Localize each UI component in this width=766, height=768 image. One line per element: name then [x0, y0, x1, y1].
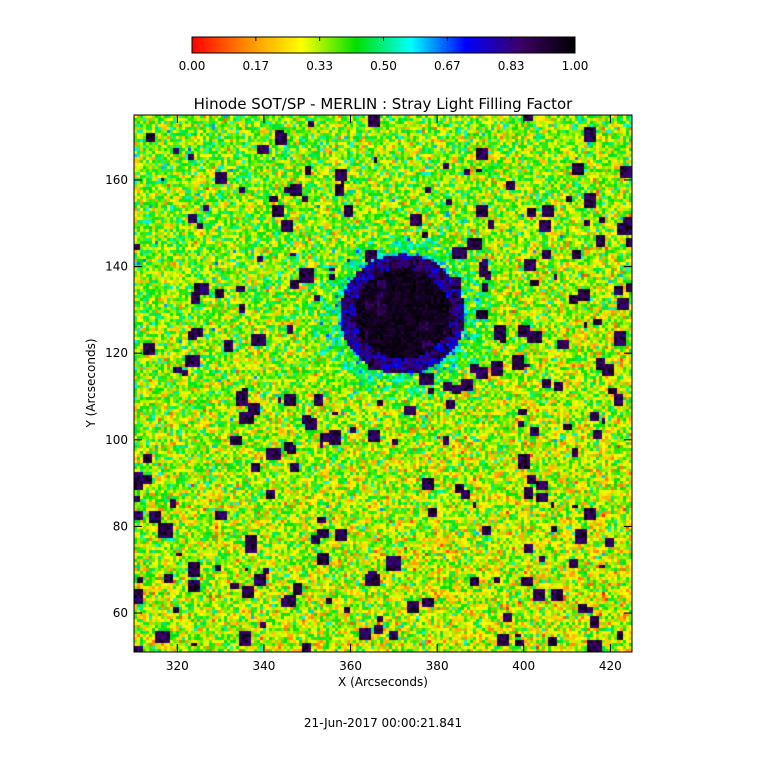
x-tick-label: 340	[252, 659, 275, 673]
timestamp-footer: 21-Jun-2017 00:00:21.841	[304, 716, 462, 730]
y-axis-title: Y (Arcseconds)	[84, 338, 98, 428]
y-tick-label: 80	[113, 519, 128, 533]
colorbar-tick-label: 0.83	[498, 59, 525, 73]
x-tick-label: 380	[426, 659, 449, 673]
y-tick-label: 140	[105, 260, 128, 274]
x-axis-title: X (Arcseconds)	[338, 675, 428, 689]
y-axis: 60 80 100 120 140 160	[105, 173, 632, 620]
x-axis: 320 340 360 380 400 420	[166, 115, 622, 673]
y-tick-label: 160	[105, 173, 128, 187]
plot-frame	[133, 114, 633, 653]
colorbar-tick-label: 0.33	[306, 59, 333, 73]
colorbar-tick-label: 0.00	[179, 59, 206, 73]
x-tick-label: 400	[512, 659, 535, 673]
y-tick-label: 120	[105, 346, 128, 360]
x-tick-label: 320	[166, 659, 189, 673]
colorbar: 0.00 0.17 0.33 0.50 0.67 0.83 1.00	[179, 36, 589, 73]
y-tick-label: 100	[105, 433, 128, 447]
chart-title: Hinode SOT/SP - MERLIN : Stray Light Fil…	[194, 95, 574, 113]
colorbar-tick-label: 0.50	[370, 59, 397, 73]
y-tick-label: 60	[113, 606, 128, 620]
colorbar-tick-label: 0.17	[242, 59, 269, 73]
x-tick-label: 360	[339, 659, 362, 673]
colorbar-tick-label: 0.67	[434, 59, 461, 73]
x-tick-label: 420	[599, 659, 622, 673]
heatmap-plot-area	[133, 114, 633, 653]
colorbar-tick-label: 1.00	[562, 59, 589, 73]
heatmap-image	[134, 115, 632, 652]
